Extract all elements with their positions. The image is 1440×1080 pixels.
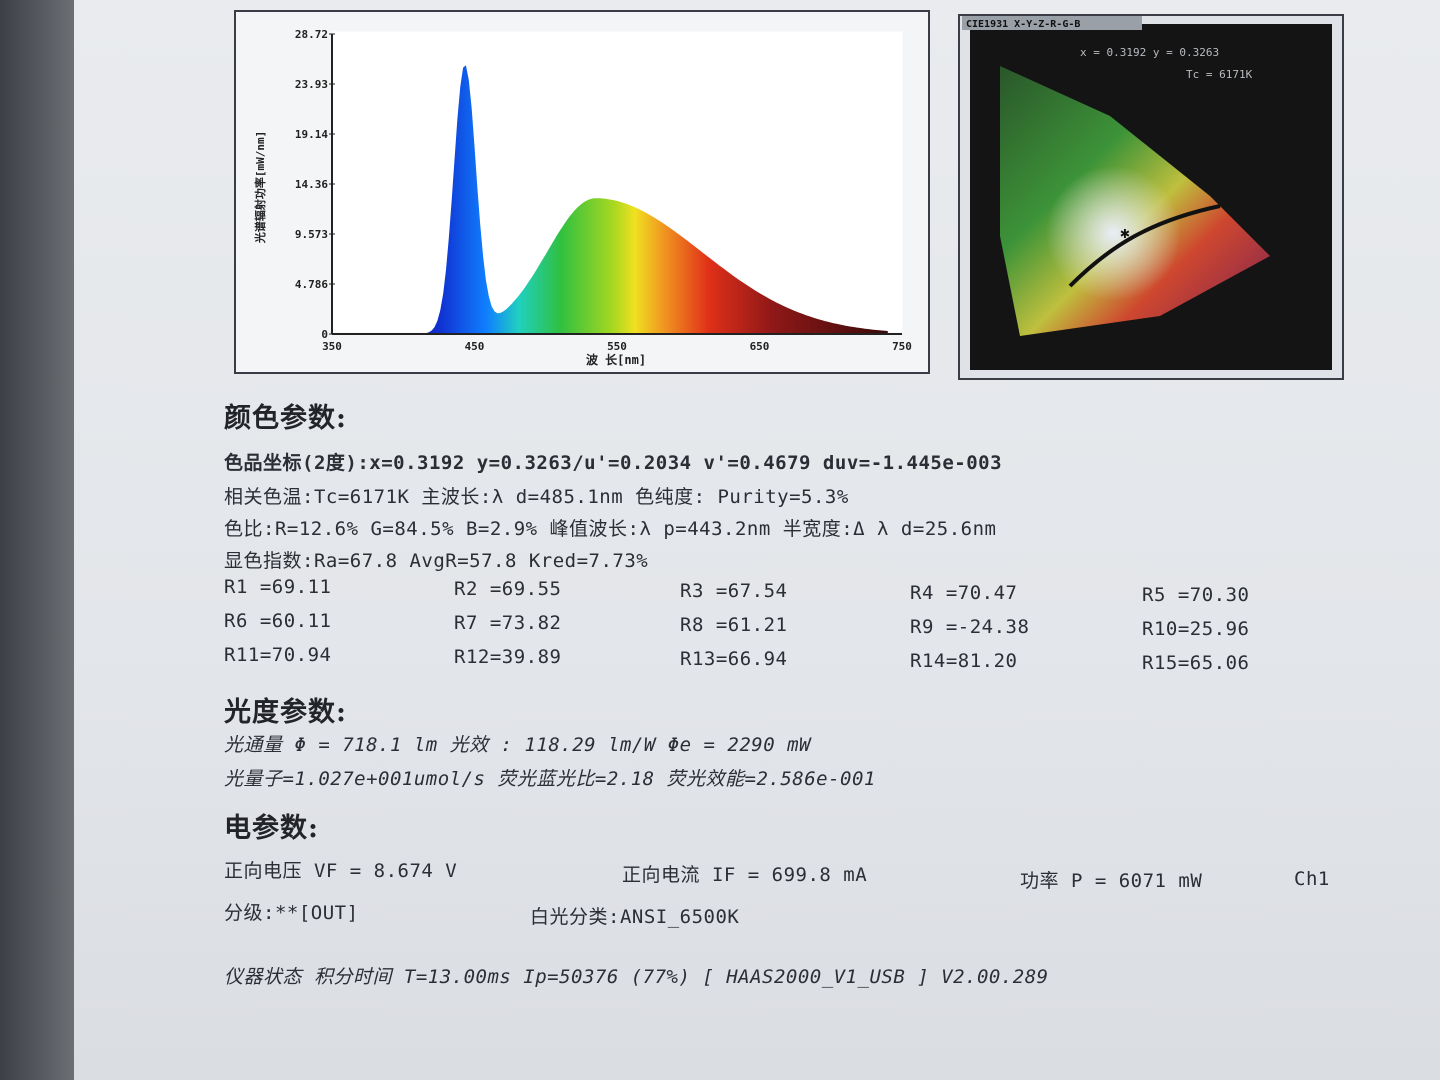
- cie-title: CIE1931 X-Y-Z-R-G-B: [966, 19, 1080, 30]
- report-screen: 28.72 23.93 19.14 14.36 9.573 4.786 0 350 450 55…: [74, 0, 1440, 1080]
- cri-value-r15: R15=65.06: [1142, 652, 1250, 674]
- cri-value-r13: R13=66.94: [680, 648, 788, 670]
- elec-white-class: 白光分类:ANSI_6500K: [530, 906, 740, 928]
- cri-value-r4: R4 =70.47: [910, 582, 1018, 604]
- cie-point-marker: ✱: [1120, 223, 1130, 242]
- elec-bin: 分级:**[OUT]: [224, 902, 359, 924]
- y-tick-label: 28.72: [295, 28, 328, 41]
- cie-diagram: CIE1931 X-Y-Z-R-G-B ✱ x = 0.3192 y = 0.3…: [958, 14, 1344, 380]
- color-params-line-3: 色比:R=12.6% G=84.5% B=2.9% 峰值波长:λ p=443.2…: [224, 518, 997, 540]
- x-tick-group: 350 450 550 650 750: [322, 340, 912, 353]
- spectrum-chart: 28.72 23.93 19.14 14.36 9.573 4.786 0 350 450 55…: [234, 10, 930, 374]
- cri-value-r11: R11=70.94: [224, 644, 332, 666]
- y-axis-label: 光谱辐射功率[mW/nm]: [253, 131, 267, 244]
- cri-value-r3: R3 =67.54: [680, 580, 788, 602]
- cie-title-bar: [962, 16, 1142, 30]
- elec-vf: 正向电压 VF = 8.674 V: [224, 860, 458, 882]
- y-tick-label: 4.786: [295, 278, 328, 291]
- x-tick-label: 750: [892, 340, 912, 353]
- y-tick-group: 28.72 23.93 19.14 14.36 9.573 4.786 0: [295, 28, 335, 341]
- spectrum-svg: 28.72 23.93 19.14 14.36 9.573 4.786 0 350 450 55…: [253, 28, 912, 367]
- photo-params-line-2: 光量子=1.027e+001umol/s 荧光蓝光比=2.18 荧光效能=2.5…: [224, 768, 876, 790]
- elec-power: 功率 P = 6071 mW: [1020, 870, 1203, 892]
- y-tick-label: 9.573: [295, 228, 328, 241]
- cri-value-r5: R5 =70.30: [1142, 584, 1250, 606]
- cie-svg: CIE1931 X-Y-Z-R-G-B ✱ x = 0.3192 y = 0.3…: [962, 16, 1332, 370]
- x-tick-label: 450: [465, 340, 485, 353]
- color-params-line-2: 相关色温:Tc=6171K 主波长:λ d=485.1nm 色纯度: Purit…: [224, 486, 849, 508]
- cri-value-r1: R1 =69.11: [224, 576, 332, 598]
- cie-coords: x = 0.3192 y = 0.3263: [1080, 46, 1219, 59]
- cie-tc: Tc = 6171K: [1186, 68, 1253, 81]
- x-tick-label: 350: [322, 340, 342, 353]
- planckian-locus: [1068, 204, 1221, 288]
- y-tick-label: 23.93: [295, 78, 328, 91]
- cri-value-r8: R8 =61.21: [680, 614, 788, 636]
- elec-if: 正向电流 IF = 699.8 mA: [622, 864, 868, 886]
- photo-params-line-1: 光通量 Φ = 718.1 lm 光效 : 118.29 lm/W Φe = 2…: [224, 734, 811, 756]
- cri-value-r10: R10=25.96: [1142, 618, 1250, 640]
- x-tick-label: 550: [607, 340, 627, 353]
- photo-params-heading: 光度参数:: [224, 697, 347, 728]
- cri-value-r12: R12=39.89: [454, 646, 562, 668]
- x-axis-label: 波 长[nm]: [586, 352, 646, 367]
- cri-value-r9: R9 =-24.38: [910, 616, 1030, 638]
- cri-value-r14: R14=81.20: [910, 650, 1018, 672]
- cri-value-r6: R6 =60.11: [224, 610, 332, 632]
- x-tick-label: 650: [750, 340, 770, 353]
- y-tick-label: 14.36: [295, 178, 328, 191]
- elec-channel: Ch1: [1294, 868, 1330, 890]
- elec-params-heading: 电参数:: [224, 813, 319, 844]
- instrument-status: 仪器状态 积分时间 T=13.00ms Ip=50376 (77%) [ HAA…: [224, 966, 1049, 988]
- color-params-line-4: 显色指数:Ra=67.8 AvgR=57.8 Kred=7.73%: [224, 550, 649, 572]
- spectrum-curve: [360, 65, 888, 335]
- cri-value-r2: R2 =69.55: [454, 578, 562, 600]
- cri-value-r7: R7 =73.82: [454, 612, 562, 634]
- y-tick-label: 19.14: [295, 128, 328, 141]
- color-params-line-1: 色品坐标(2度):x=0.3192 y=0.3263/u'=0.2034 v'=…: [224, 452, 1003, 474]
- color-params-heading: 颜色参数:: [224, 403, 347, 434]
- y-tick-label: 0: [321, 328, 328, 341]
- monitor-bezel: [0, 0, 74, 1080]
